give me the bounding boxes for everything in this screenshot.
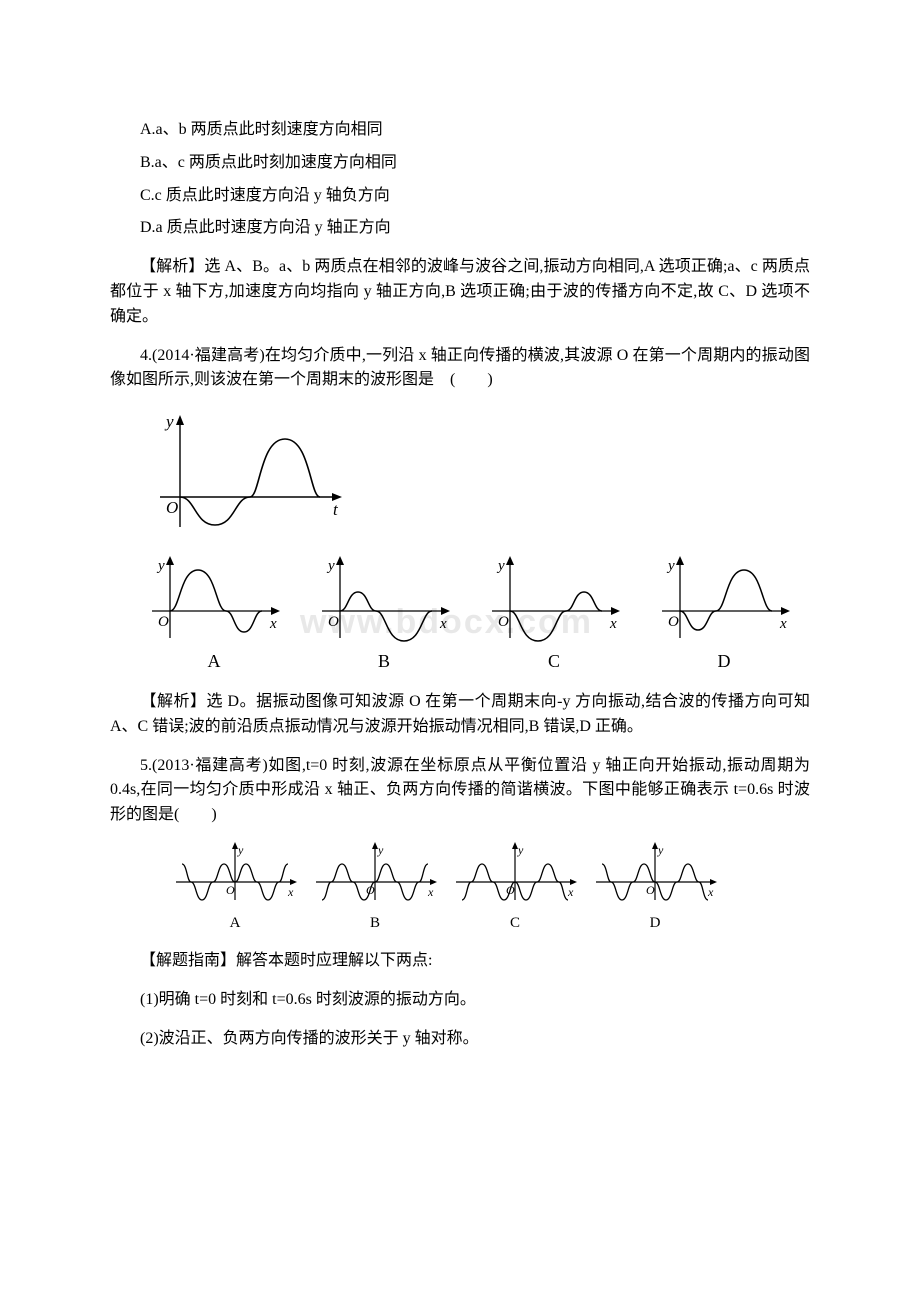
svg-text:x: x <box>427 885 434 899</box>
subfig-c: y O x C <box>480 556 628 676</box>
axis-x-label: t <box>333 500 339 519</box>
q5-subfig-b-label: B <box>310 912 440 935</box>
option-c: C.c 质点此时速度方向沿 y 轴负方向 <box>140 184 810 209</box>
svg-text:y: y <box>377 843 384 857</box>
svg-text:x: x <box>439 616 447 632</box>
svg-text:O: O <box>498 614 509 630</box>
q5-subfig-b: y O x B <box>310 842 440 935</box>
svg-text:O: O <box>226 883 235 897</box>
guide-title-text: 【解题指南】解答本题时应理解以下两点: <box>140 952 432 969</box>
option-d: D.a 质点此时速度方向沿 y 轴正方向 <box>140 216 810 241</box>
svg-text:x: x <box>707 885 714 899</box>
q4-main-figure: y O t <box>140 407 810 542</box>
option-a: A.a、b 两质点此时刻速度方向相同 <box>140 118 810 143</box>
guide-1: (1)明确 t=0 时刻和 t=0.6s 时刻波源的振动方向。 <box>110 988 810 1013</box>
origin-label: O <box>166 498 178 517</box>
svg-text:y: y <box>237 843 244 857</box>
svg-text:y: y <box>326 558 335 574</box>
subfig-d-label: D <box>650 648 798 676</box>
axis-y-label: y <box>164 412 174 431</box>
guide-1-text: (1)明确 t=0 时刻和 t=0.6s 时刻波源的振动方向。 <box>140 991 476 1008</box>
subfig-d: y O x D <box>650 556 798 676</box>
svg-text:x: x <box>779 616 787 632</box>
option-b: B.a、c 两质点此时刻加速度方向相同 <box>140 151 810 176</box>
analysis-q4-text: 【解析】选 D。据振动图像可知波源 O 在第一个周期末向-y 方向振动,结合波的… <box>110 693 810 735</box>
svg-text:y: y <box>657 843 664 857</box>
q5-subfig-c: y O x C <box>450 842 580 935</box>
q5-subfig-a-label: A <box>170 912 300 935</box>
q5-subfig-d: y O x D <box>590 842 720 935</box>
svg-text:O: O <box>646 883 655 897</box>
svg-text:x: x <box>269 616 277 632</box>
svg-text:y: y <box>156 558 165 574</box>
q5-subfig-d-label: D <box>590 912 720 935</box>
svg-text:y: y <box>496 558 505 574</box>
svg-text:x: x <box>287 885 294 899</box>
svg-text:y: y <box>517 843 524 857</box>
analysis-q3: 【解析】选 A、B。a、b 两质点在相邻的波峰与波谷之间,振动方向相同,A 选项… <box>110 255 810 329</box>
q5-stem-text: 5.(2013·福建高考)如图,t=0 时刻,波源在坐标原点从平衡位置沿 y 轴… <box>110 757 810 824</box>
analysis-q4: 【解析】选 D。据振动图像可知波源 O 在第一个周期末向-y 方向振动,结合波的… <box>110 690 810 740</box>
guide-title: 【解题指南】解答本题时应理解以下两点: <box>110 949 810 974</box>
svg-text:O: O <box>158 614 169 630</box>
q5-stem: 5.(2013·福建高考)如图,t=0 时刻,波源在坐标原点从平衡位置沿 y 轴… <box>110 754 810 828</box>
subfig-a-label: A <box>140 648 288 676</box>
q4-stem-text: 4.(2014·福建高考)在均匀介质中,一列沿 x 轴正向传播的横波,其波源 O… <box>110 347 810 389</box>
q5-subfig-a: y O x A <box>170 842 300 935</box>
subfig-c-label: C <box>480 648 628 676</box>
guide-2: (2)波沿正、负两方向传播的波形关于 y 轴对称。 <box>110 1027 810 1052</box>
q4-subfigures: www.bdocx.com y O x A <box>140 556 810 676</box>
svg-text:x: x <box>609 616 617 632</box>
svg-text:O: O <box>506 883 515 897</box>
q5-subfigures: y O x A y O x B <box>170 842 810 935</box>
q5-subfig-c-label: C <box>450 912 580 935</box>
subfig-a: y O x A <box>140 556 288 676</box>
subfig-b-label: B <box>310 648 458 676</box>
svg-text:x: x <box>567 885 574 899</box>
q4-stem: 4.(2014·福建高考)在均匀介质中,一列沿 x 轴正向传播的横波,其波源 O… <box>110 344 810 394</box>
guide-2-text: (2)波沿正、负两方向传播的波形关于 y 轴对称。 <box>140 1030 479 1047</box>
svg-text:O: O <box>328 614 339 630</box>
svg-text:O: O <box>668 614 679 630</box>
analysis-q3-text: 【解析】选 A、B。a、b 两质点在相邻的波峰与波谷之间,振动方向相同,A 选项… <box>110 258 810 325</box>
svg-text:y: y <box>666 558 675 574</box>
subfig-b: y O x B <box>310 556 458 676</box>
svg-text:O: O <box>366 883 375 897</box>
